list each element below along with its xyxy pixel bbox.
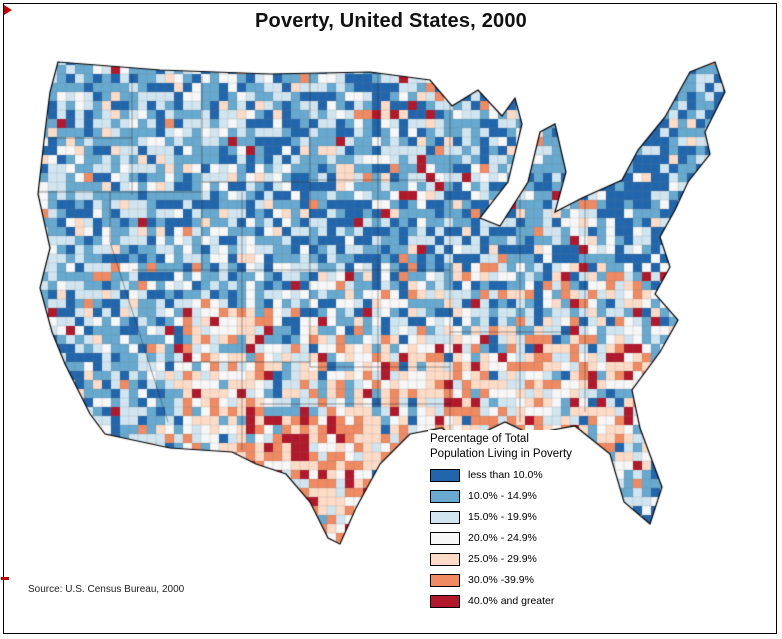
legend-label: less than 10.0% xyxy=(468,469,543,482)
legend-swatch xyxy=(430,594,460,608)
legend-swatch xyxy=(430,573,460,587)
legend-label: 25.0% - 29.9% xyxy=(468,553,537,566)
legend-row: 10.0% - 14.9% xyxy=(430,489,572,503)
legend-label: 40.0% and greater xyxy=(468,595,555,608)
legend-swatch xyxy=(430,510,460,524)
source-note: Source: U.S. Census Bureau, 2000 xyxy=(28,584,185,595)
legend-title-line2: Population Living in Poverty xyxy=(430,447,572,460)
legend-row: less than 10.0% xyxy=(430,468,572,482)
legend-swatch xyxy=(430,468,460,482)
legend-swatch xyxy=(430,552,460,566)
legend: Percentage of Total Population Living in… xyxy=(428,430,576,616)
map-title: Poverty, United States, 2000 xyxy=(254,10,527,32)
legend-label: 15.0% - 19.9% xyxy=(468,511,537,524)
us-counties-choropleth-map xyxy=(10,32,762,592)
legend-swatch xyxy=(430,489,460,503)
red-artifact-mark-top-left xyxy=(4,5,12,15)
red-artifact-mark-left-edge xyxy=(1,577,9,580)
legend-row: 40.0% and greater xyxy=(430,594,572,608)
legend-label: 30.0% -39.9% xyxy=(468,574,534,587)
legend-row: 15.0% - 19.9% xyxy=(430,510,572,524)
legend-title: Percentage of Total Population Living in… xyxy=(430,432,572,462)
legend-row: 30.0% -39.9% xyxy=(430,573,572,587)
legend-row: 25.0% - 29.9% xyxy=(430,552,572,566)
legend-label: 20.0% - 24.9% xyxy=(468,532,537,545)
legend-label: 10.0% - 14.9% xyxy=(468,490,537,503)
legend-title-line1: Percentage of Total xyxy=(430,433,529,445)
legend-row: 20.0% - 24.9% xyxy=(430,531,572,545)
legend-swatch xyxy=(430,531,460,545)
